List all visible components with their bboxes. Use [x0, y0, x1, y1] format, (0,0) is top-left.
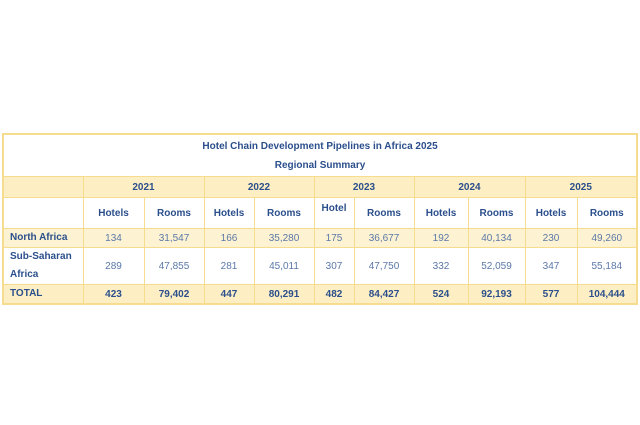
- data-cell: 166: [203, 228, 255, 248]
- data-cell: 347: [524, 247, 578, 285]
- data-cell: 134: [82, 228, 145, 248]
- table-row: Sub-Saharan Africa 289 47,855 281 45,011 307 4…: [2, 247, 638, 285]
- data-cell: 104,444: [576, 284, 638, 305]
- column-header: Rooms: [353, 197, 415, 229]
- column-header: Hotels: [413, 197, 469, 229]
- data-cell: 423: [82, 284, 145, 305]
- data-cell: 577: [524, 284, 578, 305]
- data-cell: 332: [413, 247, 469, 285]
- data-cell: 79,402: [143, 284, 205, 305]
- year-header: 2021: [82, 176, 205, 198]
- data-cell: 447: [203, 284, 255, 305]
- data-cell: 289: [82, 247, 145, 285]
- column-header: Hotels: [203, 197, 255, 229]
- data-cell: 482: [313, 284, 355, 305]
- column-header: Rooms: [143, 197, 205, 229]
- column-header: Rooms: [253, 197, 315, 229]
- year-header: 2022: [203, 176, 315, 198]
- data-cell: 281: [203, 247, 255, 285]
- empty-cell: [2, 197, 84, 229]
- data-cell: 230: [524, 228, 578, 248]
- column-header: Hotels: [524, 197, 578, 229]
- year-header-row: 2021 2022 2023 2024 2025: [2, 176, 638, 198]
- data-cell: 192: [413, 228, 469, 248]
- data-cell: 52,059: [467, 247, 526, 285]
- table-row-total: TOTAL 423 79,402 447 80,291 482 84,427 524 92,19…: [2, 284, 638, 305]
- data-cell: 55,184: [576, 247, 638, 285]
- year-header: 2025: [524, 176, 638, 198]
- table-title-cell: Hotel Chain Development Pipelines in Afr…: [2, 133, 638, 177]
- table-subtitle: Regional Summary: [274, 159, 366, 171]
- data-cell: 35,280: [253, 228, 315, 248]
- year-header: 2023: [313, 176, 415, 198]
- subheader-row: Hotels Rooms Hotels Rooms Hotel Rooms Ho…: [2, 197, 638, 229]
- empty-cell: [2, 176, 84, 198]
- row-label: TOTAL: [2, 284, 84, 305]
- row-label: North Africa: [2, 228, 84, 248]
- data-cell: 49,260: [576, 228, 638, 248]
- data-cell: 31,547: [143, 228, 205, 248]
- data-cell: 80,291: [253, 284, 315, 305]
- data-cell: 40,134: [467, 228, 526, 248]
- column-header: Rooms: [467, 197, 526, 229]
- data-cell: 84,427: [353, 284, 415, 305]
- data-cell: 175: [313, 228, 355, 248]
- column-header: Rooms: [576, 197, 638, 229]
- data-cell: 524: [413, 284, 469, 305]
- column-header: Hotels: [82, 197, 145, 229]
- row-label: Sub-Saharan Africa: [2, 247, 84, 285]
- data-cell: 36,677: [353, 228, 415, 248]
- table-row: North Africa 134 31,547 166 35,280 175 36,677 1…: [2, 228, 638, 248]
- column-header: Hotel: [313, 197, 355, 229]
- data-cell: 47,750: [353, 247, 415, 285]
- data-cell: 92,193: [467, 284, 526, 305]
- data-cell: 47,855: [143, 247, 205, 285]
- year-header: 2024: [413, 176, 526, 198]
- table-title: Hotel Chain Development Pipelines in Afr…: [202, 140, 438, 152]
- regional-summary-table: Hotel Chain Development Pipelines in Afr…: [2, 133, 639, 305]
- data-cell: 307: [313, 247, 355, 285]
- data-cell: 45,011: [253, 247, 315, 285]
